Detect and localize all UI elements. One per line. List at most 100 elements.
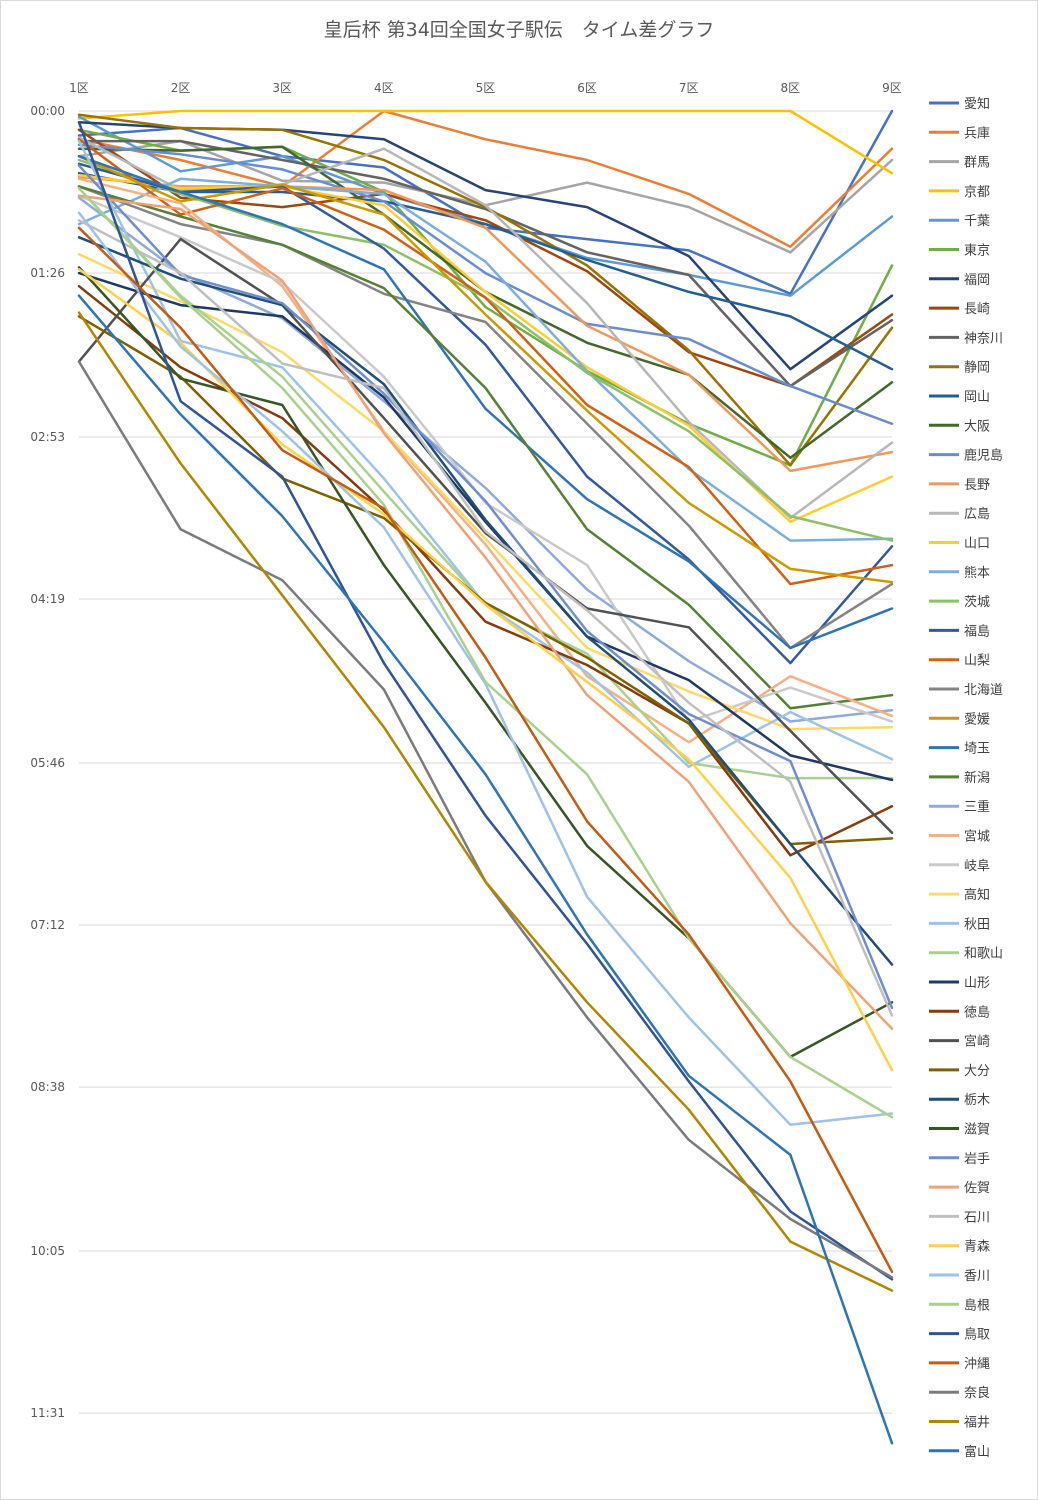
legend-label: 滋賀 <box>964 1123 990 1138</box>
legend-item: 栃木 <box>929 1093 990 1108</box>
series-line-43 <box>77 226 894 1274</box>
y-tick-label: 08:38 <box>30 1080 65 1094</box>
series-line-36 <box>77 164 894 1010</box>
series-line-39 <box>77 268 894 1072</box>
legend-label: 埼玉 <box>964 742 990 757</box>
legend-label: 徳島 <box>964 1005 990 1020</box>
series-line-40 <box>77 211 894 1127</box>
legend-label: 鹿児島 <box>964 448 1003 464</box>
legend-item: 千葉 <box>929 214 990 229</box>
legend-item: 新潟 <box>929 770 990 786</box>
series-line-11 <box>77 145 894 459</box>
legend-label: 大分 <box>964 1064 990 1079</box>
legend-item: 熊本 <box>929 565 990 581</box>
legend-label: 宮城 <box>964 829 990 845</box>
legend-label: 福島 <box>964 624 990 639</box>
series-line-16 <box>77 177 894 542</box>
y-tick-label: 11:31 <box>30 1406 65 1420</box>
legend-label: 宮崎 <box>964 1034 990 1050</box>
series-line-19 <box>77 138 894 586</box>
legend-label: 高知 <box>964 887 990 903</box>
legend-item: 鹿児島 <box>929 448 1003 464</box>
series-line-8 <box>77 139 894 388</box>
legend-item: 岐阜 <box>929 858 990 874</box>
series-line-22 <box>77 154 894 650</box>
legend-label: 兵庫 <box>964 126 990 141</box>
y-tick-label: 05:46 <box>30 756 65 770</box>
legend-item: 宮城 <box>929 829 990 845</box>
x-tick-label: 1区 <box>69 81 89 95</box>
x-tick-label: 3区 <box>272 81 292 95</box>
series-line-14 <box>77 136 894 520</box>
series-line-18 <box>77 162 894 665</box>
legend-item: 愛媛 <box>929 712 990 727</box>
legend-label: 岐阜 <box>964 858 990 874</box>
x-tick-label: 9区 <box>882 81 902 95</box>
legend-item: 神奈川 <box>929 331 1003 346</box>
y-tick-label: 04:19 <box>30 592 65 606</box>
legend-item: 愛知 <box>929 96 990 112</box>
legend-item: 大阪 <box>929 419 990 434</box>
legend-item: 宮崎 <box>929 1034 990 1050</box>
legend-item: 徳島 <box>929 1005 990 1020</box>
legend: 愛知兵庫群馬京都千葉東京福岡長崎神奈川静岡岡山大阪鹿児島長野広島山口熊本茨城福島… <box>929 96 1003 1460</box>
y-axis-ticks: 00:00 01:26 02:53 04:19 05:46 07:12 08:38 10:05… <box>30 104 65 1420</box>
legend-label: 茨城 <box>964 595 990 610</box>
legend-label: 新潟 <box>964 770 990 786</box>
series-line-31 <box>77 284 894 857</box>
legend-item: 茨城 <box>929 595 990 610</box>
legend-label: 長野 <box>964 478 990 493</box>
legend-label: 岩手 <box>964 1152 990 1167</box>
legend-item: 東京 <box>929 243 990 259</box>
series-line-15 <box>77 173 894 524</box>
series-line-13 <box>77 175 894 473</box>
legend-label: 大阪 <box>964 419 990 434</box>
legend-label: 福井 <box>964 1416 990 1431</box>
series-line-42 <box>77 121 894 1281</box>
series-line-3 <box>77 109 894 175</box>
x-tick-label: 7区 <box>679 81 699 95</box>
series-line-45 <box>77 311 894 1292</box>
legend-item: 和歌山 <box>929 947 1003 962</box>
legend-item: 埼玉 <box>929 742 990 757</box>
x-tick-label: 2区 <box>171 81 191 95</box>
legend-item: 高知 <box>929 887 990 903</box>
y-tick-label: 00:00 <box>30 104 65 118</box>
legend-item: 滋賀 <box>929 1123 990 1138</box>
legend-label: 福岡 <box>964 273 990 288</box>
y-tick-label: 07:12 <box>30 918 65 932</box>
chart-title: 皇后杯 第34回全国女子駅伝 タイム差グラフ <box>324 19 715 41</box>
legend-item: 福井 <box>929 1416 990 1431</box>
legend-label: 秋田 <box>964 917 990 932</box>
legend-item: 兵庫 <box>929 126 990 141</box>
legend-label: 佐賀 <box>964 1181 990 1196</box>
legend-item: 青森 <box>929 1240 990 1255</box>
y-tick-label: 01:26 <box>30 266 65 280</box>
legend-label: 神奈川 <box>964 331 1003 346</box>
series-line-7 <box>77 128 894 388</box>
series-line-41 <box>77 187 894 1119</box>
y-tick-label: 10:05 <box>30 1244 65 1258</box>
series-line-21 <box>77 154 894 584</box>
legend-label: 青森 <box>964 1240 990 1255</box>
legend-label: 奈良 <box>964 1385 990 1401</box>
legend-label: 山口 <box>964 537 990 552</box>
legend-item: 山形 <box>929 976 990 991</box>
legend-item: 山梨 <box>929 654 990 669</box>
legend-label: 群馬 <box>964 156 990 171</box>
legend-item: 香川 <box>929 1269 990 1284</box>
legend-item: 大分 <box>929 1064 990 1079</box>
series-line-9 <box>77 113 894 467</box>
legend-item: 山口 <box>929 537 990 552</box>
legend-label: 三重 <box>964 799 990 815</box>
legend-label: 鳥取 <box>964 1328 990 1343</box>
legend-label: 愛媛 <box>964 712 990 727</box>
series-line-32 <box>77 237 894 834</box>
legend-item: 長崎 <box>929 302 990 317</box>
legend-item: 富山 <box>929 1444 990 1460</box>
legend-item: 福島 <box>929 624 990 639</box>
legend-label: 北海道 <box>964 683 1003 698</box>
legend-label: 愛知 <box>964 96 990 112</box>
legend-item: 岡山 <box>929 390 990 405</box>
